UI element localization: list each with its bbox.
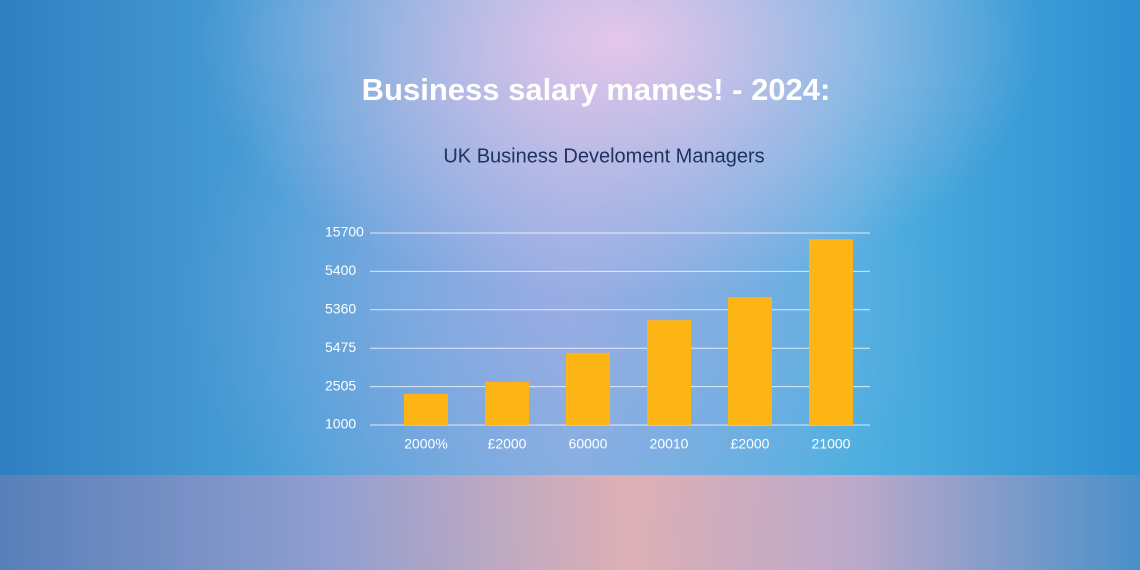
x-tick-label: 21000 <box>812 436 851 452</box>
bar <box>647 320 691 425</box>
y-tick-label: 5400 <box>325 262 356 278</box>
y-tick-label: 2505 <box>325 377 356 393</box>
bar <box>566 352 610 425</box>
x-tick-label: £2000 <box>488 436 527 452</box>
x-tick-label: 20010 <box>650 436 689 452</box>
x-tick-label: £2000 <box>731 436 770 452</box>
x-tick-label: 2000% <box>404 436 448 452</box>
chart-subtitle: UK Business Develoment Managers <box>443 145 764 167</box>
chart-title: Business salary mames! - 2024: <box>362 72 831 107</box>
x-tick-label: 60000 <box>569 436 608 452</box>
y-tick-label: 1000 <box>325 416 356 432</box>
y-tick-label: 5360 <box>325 301 356 317</box>
y-tick-label: 15700 <box>325 224 364 240</box>
bar <box>404 393 448 425</box>
floor <box>0 475 1140 570</box>
bar <box>809 239 853 425</box>
bar <box>485 381 529 425</box>
bar <box>728 297 772 425</box>
y-tick-label: 5475 <box>325 339 356 355</box>
